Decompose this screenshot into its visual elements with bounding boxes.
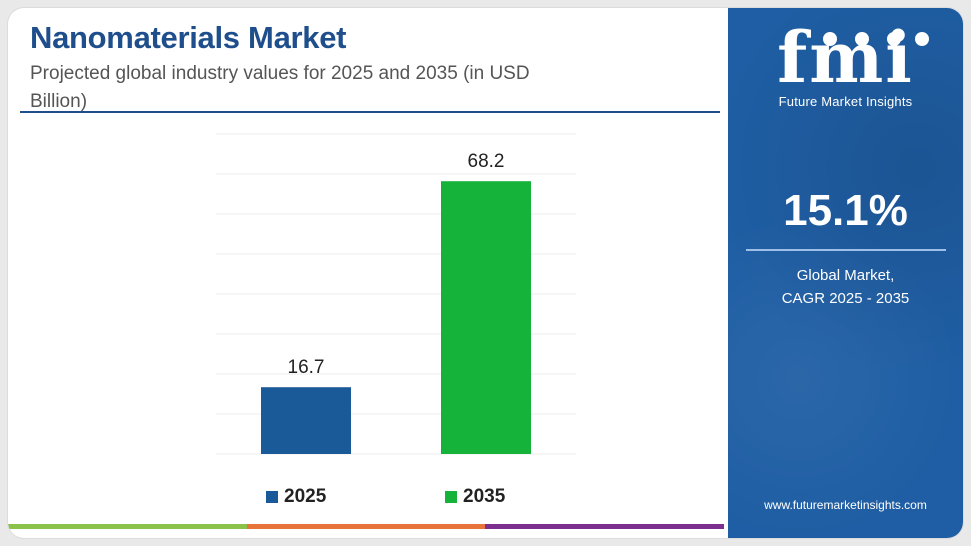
- data-label-2025: 16.7: [288, 357, 325, 378]
- chart-legend: 2025 2035: [8, 486, 724, 516]
- website-url: www.futuremarketinsights.com: [764, 498, 927, 512]
- legend-item-2035: 2035: [445, 486, 505, 508]
- strip-orange: [246, 524, 486, 529]
- data-label-2035: 68.2: [468, 151, 505, 172]
- strip-purple: [485, 524, 725, 529]
- page-title: Nanomaterials Market: [30, 20, 347, 55]
- bar-2025: [261, 387, 351, 454]
- cagr-label-line2: CAGR 2025 - 2035: [781, 290, 910, 307]
- legend-label-2025: 2025: [284, 486, 327, 507]
- chart-panel: Nanomaterials Market Projected global in…: [8, 8, 725, 538]
- page-subtitle: Projected global industry values for 202…: [30, 63, 530, 112]
- legend-item-2025: 2025: [266, 486, 326, 508]
- title-divider: [20, 111, 720, 113]
- bar-chart: 16.7 68.2: [216, 133, 576, 455]
- cagr-label: Global Market, CAGR 2025 - 2035: [728, 264, 963, 310]
- stats-divider: [746, 249, 946, 251]
- cagr-label-line1: Global Market,: [796, 267, 895, 284]
- color-strip: [8, 524, 725, 529]
- legend-swatch-2025: [266, 491, 278, 503]
- logo-text: Future Market Insights: [778, 94, 913, 109]
- infographic-card: Nanomaterials Market Projected global in…: [8, 8, 963, 538]
- bar-2035: [441, 181, 531, 454]
- logo-dots-icon: [823, 32, 933, 46]
- fmi-logo: fmi Future Market Insights: [728, 23, 963, 121]
- legend-label-2035: 2035: [463, 486, 506, 507]
- cagr-value: 15.1%: [783, 186, 908, 235]
- legend-swatch-2035: [445, 491, 457, 503]
- stats-panel: fmi Future Market Insights 15.1% Global …: [728, 8, 963, 538]
- strip-green: [8, 524, 247, 529]
